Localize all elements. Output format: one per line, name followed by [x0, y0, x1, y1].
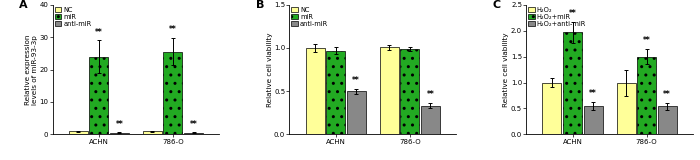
Text: C: C — [493, 0, 501, 10]
Text: **: ** — [95, 28, 103, 36]
Text: **: ** — [116, 120, 123, 128]
Legend: H₂O₂, H₂O₂+miR, H₂O₂+anti-miR: H₂O₂, H₂O₂+miR, H₂O₂+anti-miR — [528, 6, 587, 28]
Bar — [69, 131, 88, 134]
Text: A: A — [19, 0, 28, 10]
Bar — [637, 57, 656, 134]
Bar — [584, 106, 603, 134]
Bar — [110, 133, 129, 134]
Bar — [617, 83, 636, 134]
Y-axis label: Relative expression
levels of miR-93-3p: Relative expression levels of miR-93-3p — [25, 34, 38, 105]
Text: **: ** — [643, 36, 650, 45]
Bar — [326, 51, 345, 134]
Text: **: ** — [190, 120, 197, 128]
Bar — [658, 106, 677, 134]
Bar — [184, 133, 203, 134]
Text: B: B — [256, 0, 265, 10]
Text: **: ** — [352, 76, 361, 85]
Text: **: ** — [664, 90, 671, 99]
Text: **: ** — [568, 9, 576, 18]
Bar — [90, 57, 108, 134]
Y-axis label: Relative cell viability: Relative cell viability — [503, 32, 510, 107]
Bar — [542, 83, 561, 134]
Text: **: ** — [169, 25, 177, 34]
Legend: NC, miR, anti-miR: NC, miR, anti-miR — [290, 6, 329, 28]
Text: **: ** — [426, 90, 434, 99]
Text: **: ** — [589, 89, 597, 98]
Bar — [421, 106, 440, 134]
Bar — [306, 48, 325, 134]
Bar — [143, 131, 162, 134]
Bar — [400, 49, 419, 134]
Legend: NC, miR, anti-miR: NC, miR, anti-miR — [54, 6, 92, 28]
Bar — [346, 91, 365, 134]
Bar — [563, 32, 582, 134]
Bar — [164, 52, 183, 134]
Bar — [380, 47, 399, 134]
Y-axis label: Relative cell viability: Relative cell viability — [267, 32, 272, 107]
